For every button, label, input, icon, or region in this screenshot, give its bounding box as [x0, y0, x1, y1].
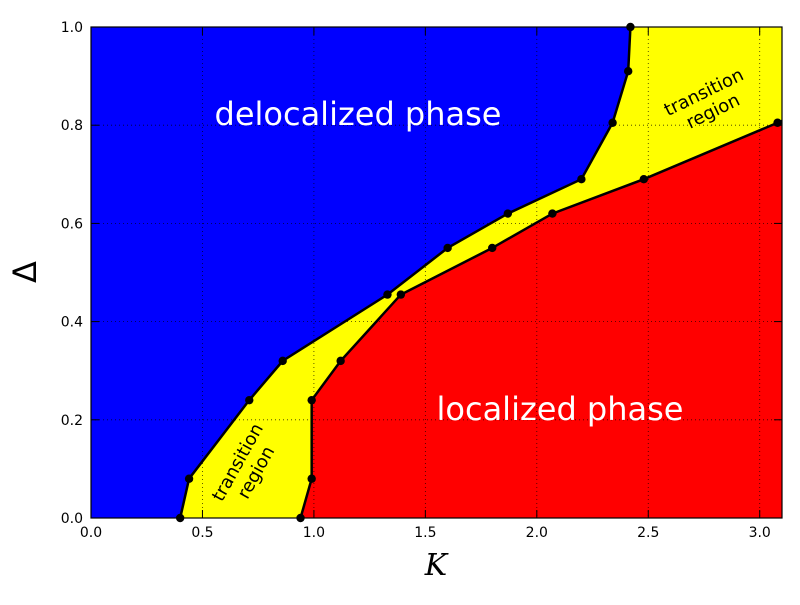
x-tick-label: 3.0: [749, 525, 771, 541]
delocalized-boundary-point: [503, 209, 513, 218]
localized-region-area: [300, 120, 782, 518]
y-tick-label: 0.0: [61, 511, 83, 527]
delocalized-boundary-point: [443, 243, 452, 253]
delocalized-boundary-point: [245, 395, 254, 405]
x-tick-label: 0.0: [80, 525, 102, 541]
localized-boundary-point: [336, 356, 345, 366]
localized-boundary-line: [299, 119, 782, 518]
x-tick-label: 2.0: [526, 525, 548, 541]
delocalized-phase-label: delocalized phase: [215, 95, 502, 133]
delocalized-boundary-point: [608, 118, 617, 127]
x-tick-label: 0.5: [191, 525, 213, 541]
y-tick-label: 1.0: [61, 20, 83, 36]
delocalized-boundary-point: [278, 356, 287, 366]
localized-boundary-point: [307, 395, 316, 405]
localized-boundary-point: [639, 175, 648, 184]
delocalized-boundary-point: [383, 290, 392, 299]
localized-boundary-point: [307, 474, 316, 483]
delocalized-boundary-point: [184, 474, 194, 483]
delocalized-boundary-point: [577, 175, 586, 184]
delocalized-boundary-point: [623, 66, 633, 76]
localized-boundary-point: [396, 290, 406, 299]
localized-boundary-point: [548, 209, 557, 218]
y-tick-label: 0.4: [61, 315, 83, 331]
localized-phase-label: localized phase: [437, 390, 684, 428]
y-tick-label: 0.8: [61, 118, 83, 134]
x-tick-label: 1.5: [414, 525, 436, 541]
y-axis-label: Δ: [6, 261, 44, 283]
y-tick-label: 0.6: [61, 216, 83, 232]
delocalized-region-area: [91, 27, 631, 518]
x-tick-label: 1.0: [303, 525, 325, 541]
x-axis-label: K: [424, 548, 449, 583]
x-tick-label: 2.5: [637, 525, 659, 541]
y-tick-label: 0.2: [61, 413, 83, 429]
localized-boundary-point: [488, 243, 497, 253]
plot-frame: [90, 26, 783, 519]
